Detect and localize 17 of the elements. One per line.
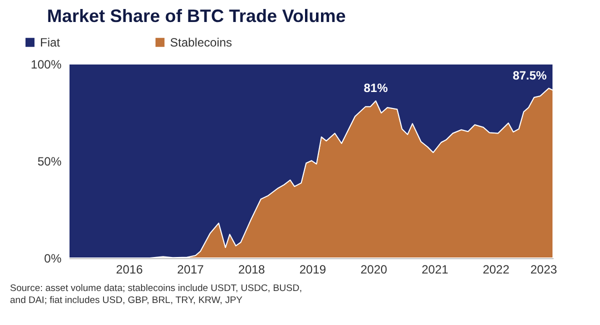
y-tick-label: 50% (37, 154, 62, 168)
x-tick-label: 2020 (360, 262, 388, 276)
x-tick-label: 2019 (299, 262, 326, 276)
x-tick-label: 2018 (238, 262, 266, 276)
legend-label: Stablecoins (170, 35, 232, 50)
annotation: 81% (364, 80, 388, 95)
chart-title: Market Share of BTC Trade Volume (47, 6, 346, 26)
y-tick-label: 0% (44, 252, 62, 266)
annotation: 87.5% (512, 68, 548, 82)
legend-label: Fiat (40, 35, 61, 50)
x-tick-label: 2021 (422, 262, 449, 276)
x-tick-label: 2022 (482, 262, 510, 276)
x-tick-label: 2017 (177, 262, 204, 276)
x-tick-label: 2016 (116, 262, 144, 276)
x-tick-label: 2023 (530, 262, 558, 276)
y-tick-label: 100% (30, 58, 62, 72)
source-note: Source: asset volume data; stablecoins include USDT, USDC, BUSD, and DAI; fiat includes USD, GBP, BRL, TRY, KRW, JPY (10, 283, 303, 307)
